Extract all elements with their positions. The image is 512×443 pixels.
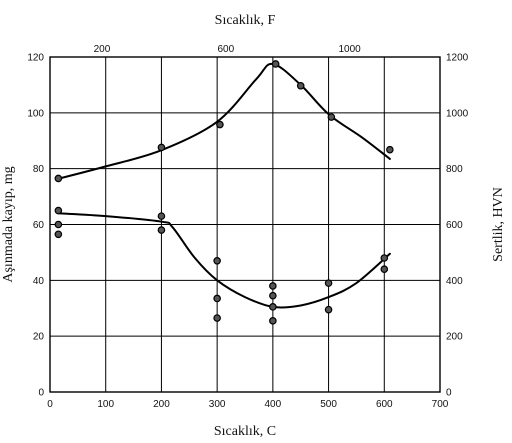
tick-labels: 0 100 200 300 400 500 600 700020406080100120020… (27, 44, 468, 410)
x-tick-label: 600 (376, 399, 393, 410)
hardness-point (157, 143, 166, 152)
y-tick-label: 80 (33, 164, 45, 175)
top-x-tick-label: 200 (94, 44, 111, 55)
hardness-point (216, 120, 224, 129)
wear-loss-point (324, 305, 333, 314)
y2-tick-label: 0 (446, 388, 452, 399)
hardness-curve (57, 62, 391, 180)
x-axis-title: Sıcaklık, C (214, 424, 276, 439)
y-tick-label: 60 (33, 220, 45, 231)
y2-tick-label: 1000 (446, 108, 469, 119)
hardness-point (296, 81, 305, 90)
x-tick-label: 700 (432, 399, 449, 410)
y-tick-label: 20 (33, 332, 45, 343)
y-tick-label: 0 (38, 388, 44, 399)
y2-tick-label: 200 (446, 332, 463, 343)
y2-tick-label: 600 (446, 220, 463, 231)
wear-loss-point (213, 256, 221, 265)
data-points (54, 60, 394, 325)
x-tick-label: 0 (47, 399, 53, 410)
x-tick-label: 200 (153, 399, 170, 410)
wear-loss-point (157, 212, 166, 220)
wear-loss-point (54, 230, 63, 239)
y-axis-title: Aşınmada kayıp, mg (1, 166, 16, 282)
y2-tick-label: 800 (446, 164, 463, 175)
wear-loss-point (269, 303, 277, 311)
wear-loss-point (157, 226, 166, 234)
hardness-point (54, 174, 63, 183)
wear-loss-curve (57, 212, 391, 309)
curves (57, 62, 391, 309)
plot-frame (49, 56, 441, 393)
y-tick-label: 120 (27, 53, 44, 64)
wear-loss-point (213, 294, 221, 303)
grid (50, 57, 440, 392)
wear-loss-point (54, 220, 63, 229)
x-tick-label: 500 (320, 399, 337, 410)
y2-tick-label: 1200 (446, 53, 469, 64)
wear-loss-point (324, 279, 333, 287)
x-tick-label: 300 (209, 399, 226, 410)
x-tick-label: 400 (265, 399, 282, 410)
wear-loss-point (54, 206, 63, 215)
hardness-point (327, 113, 336, 121)
wear-loss-point (213, 314, 221, 322)
hardness-point (271, 60, 280, 68)
top-axis-title: Sıcaklık, F (215, 13, 276, 28)
wear-loss-point (269, 317, 277, 325)
top-x-tick-label: 600 (217, 44, 234, 55)
wear-loss-point (269, 291, 277, 300)
top-x-tick-label: 1000 (339, 44, 362, 55)
wear-loss-point (380, 265, 389, 273)
y-tick-label: 100 (27, 108, 44, 119)
wear-loss-point (269, 282, 277, 290)
x-tick-label: 100 (97, 399, 114, 410)
y-tick-label: 40 (33, 276, 45, 287)
hardness-point (386, 145, 394, 154)
wear-loss-point (380, 254, 389, 262)
y2-axis-title: Sertlik, HVN (491, 187, 506, 262)
y2-tick-label: 400 (446, 276, 463, 287)
